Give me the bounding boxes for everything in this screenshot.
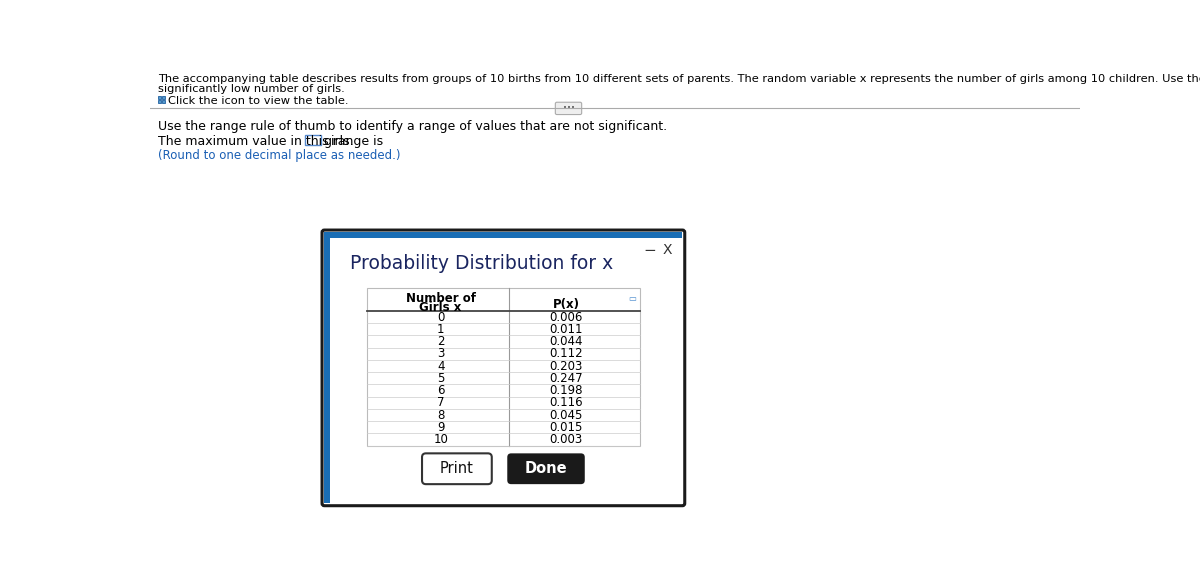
Bar <box>162 96 164 99</box>
Bar <box>324 232 683 238</box>
Text: significantly low number of girls.: significantly low number of girls. <box>157 84 344 94</box>
Text: 0: 0 <box>437 310 444 324</box>
Text: 3: 3 <box>437 347 444 360</box>
Text: The accompanying table describes results from groups of 10 births from 10 differ: The accompanying table describes results… <box>157 74 1200 84</box>
Text: Done: Done <box>524 461 568 476</box>
Text: 0.006: 0.006 <box>550 310 583 324</box>
Bar <box>367 288 640 446</box>
Text: 0.015: 0.015 <box>550 421 583 434</box>
Text: •••: ••• <box>563 105 575 111</box>
Text: (Round to one decimal place as needed.): (Round to one decimal place as needed.) <box>157 149 401 162</box>
Text: ▭: ▭ <box>628 294 636 303</box>
Text: 0.045: 0.045 <box>550 408 583 422</box>
Text: girls.: girls. <box>324 135 354 149</box>
Text: 10: 10 <box>433 433 448 446</box>
Text: 0.003: 0.003 <box>550 433 583 446</box>
FancyBboxPatch shape <box>556 102 582 115</box>
Text: 1: 1 <box>437 323 444 336</box>
Text: 0.198: 0.198 <box>550 384 583 397</box>
Text: −: − <box>643 243 656 258</box>
Text: The maximum value in this range is: The maximum value in this range is <box>157 135 383 149</box>
Text: 8: 8 <box>437 408 444 422</box>
FancyBboxPatch shape <box>322 230 685 506</box>
Bar <box>324 232 330 503</box>
Text: 0.247: 0.247 <box>550 372 583 385</box>
Text: Number of: Number of <box>406 291 475 305</box>
Text: 0.112: 0.112 <box>550 347 583 360</box>
Text: 9: 9 <box>437 421 444 434</box>
Text: 0.203: 0.203 <box>550 359 583 373</box>
Text: 0.044: 0.044 <box>550 335 583 348</box>
Text: Girls x: Girls x <box>420 301 462 314</box>
Text: Click the icon to view the table.: Click the icon to view the table. <box>168 96 348 106</box>
FancyBboxPatch shape <box>422 453 492 484</box>
Text: 6: 6 <box>437 384 444 397</box>
Text: Use the range rule of thumb to identify a range of values that are not significa: Use the range rule of thumb to identify … <box>157 120 667 133</box>
Text: 2: 2 <box>437 335 444 348</box>
Text: 0.011: 0.011 <box>550 323 583 336</box>
Text: 4: 4 <box>437 359 444 373</box>
Bar <box>157 96 161 99</box>
Text: 0.116: 0.116 <box>550 396 583 410</box>
Bar <box>162 100 164 103</box>
Text: P(x): P(x) <box>553 298 580 311</box>
Text: X: X <box>662 243 672 257</box>
Bar <box>157 100 161 103</box>
Text: 7: 7 <box>437 396 444 410</box>
Text: Probability Distribution for x: Probability Distribution for x <box>350 254 613 273</box>
Text: 5: 5 <box>437 372 444 385</box>
Bar <box>305 135 320 145</box>
FancyBboxPatch shape <box>508 453 584 484</box>
Text: Print: Print <box>440 461 474 476</box>
